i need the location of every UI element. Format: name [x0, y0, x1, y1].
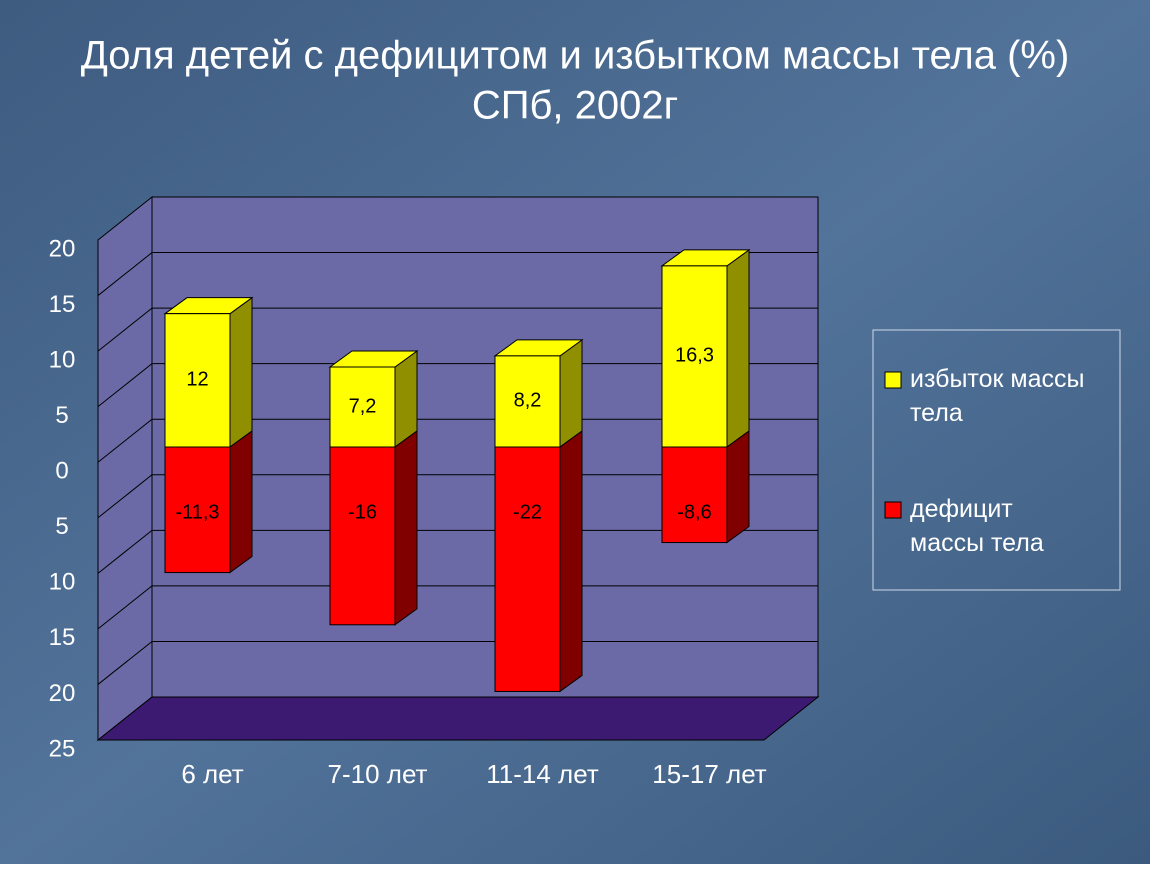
value-label: 16,3: [675, 345, 714, 367]
bar: [164, 446, 231, 574]
bar: [661, 265, 728, 448]
y-tick-label: 20: [49, 680, 76, 707]
bar-side: [229, 430, 253, 574]
bar: [494, 446, 561, 692]
side-wall: [97, 195, 153, 742]
bar: [494, 355, 561, 448]
legend-box: [872, 329, 1121, 591]
grid-line: [97, 252, 818, 296]
bar-side: [394, 350, 418, 448]
bar-side: [394, 430, 418, 626]
value-label: -11,3: [175, 501, 219, 523]
bar-side: [229, 296, 253, 448]
value-label: 7,2: [349, 395, 377, 417]
grid-line: [97, 529, 818, 574]
legend-swatch: [884, 371, 902, 389]
x-tick-label: 15-17 лет: [652, 759, 766, 789]
x-tick-label: 7-10 лет: [328, 759, 428, 789]
grid-line: [97, 585, 818, 630]
bar: [329, 366, 396, 448]
legend-label: дефицит массы тела: [910, 495, 1044, 557]
y-tick-label: 10: [49, 569, 76, 596]
value-label: -16: [348, 501, 377, 523]
bar-side: [726, 248, 750, 448]
grid-line: [97, 640, 818, 685]
y-tick-label: 20: [49, 235, 76, 262]
value-label: -8,6: [677, 501, 711, 523]
floor: [96, 696, 820, 741]
y-tick-label: 5: [55, 513, 68, 540]
x-tick-label: 11-14 лет: [486, 759, 599, 789]
bar: [329, 446, 396, 626]
y-tick-label: 15: [49, 624, 76, 651]
grid-line: [97, 418, 818, 463]
y-tick-label: 5: [55, 402, 68, 429]
legend-swatch: [884, 501, 902, 519]
chart-title: Доля детей с дефицитом и избытком массы …: [81, 34, 1070, 78]
y-tick-label: 10: [49, 346, 76, 373]
bar-side: [559, 338, 583, 448]
bar: [661, 446, 728, 544]
legend-label: избыток массы тела: [910, 365, 1084, 427]
bar-side: [726, 430, 750, 544]
x-tick-label: 6 лет: [181, 759, 243, 789]
value-label: 12: [186, 369, 208, 391]
y-tick-label: 15: [49, 291, 76, 318]
y-tick-label: 0: [55, 458, 68, 485]
bar-side: [559, 430, 583, 693]
grid-line: [97, 363, 818, 408]
chart-subtitle: СПб, 2002г: [472, 84, 678, 128]
y-tick-label: 25: [49, 735, 76, 762]
grid-line: [97, 307, 818, 352]
grid-line: [97, 474, 818, 519]
value-label: 8,2: [514, 390, 542, 412]
value-label: -22: [513, 501, 542, 523]
